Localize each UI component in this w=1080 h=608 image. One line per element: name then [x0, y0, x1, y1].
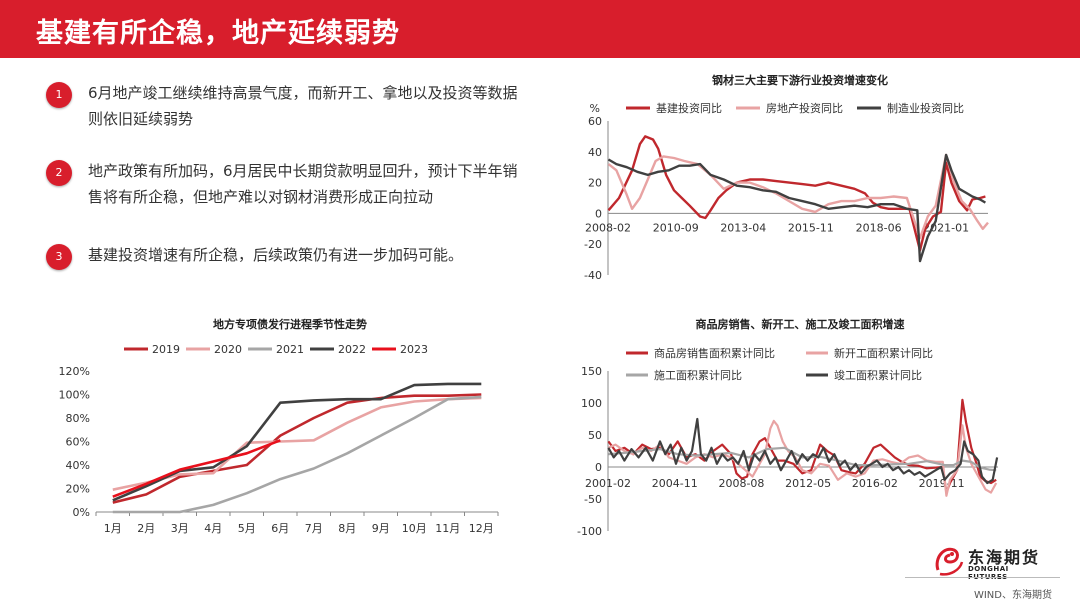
y-tick-label: -50 [584, 493, 602, 506]
x-tick-label: 2015-11 [788, 221, 834, 234]
x-tick-label: 10月 [402, 522, 427, 535]
x-tick-label: 7月 [305, 522, 323, 535]
x-tick-label: 2012-05 [785, 477, 831, 490]
legend-label: 2023 [400, 343, 428, 356]
y-tick-label: 60% [66, 436, 90, 449]
y-tick-label: 100% [59, 389, 90, 402]
header-bar: 基建有所企稳，地产延续弱势 [0, 0, 1080, 58]
bullet-number: 2 [46, 160, 72, 186]
x-tick-label: 2001-02 [585, 477, 631, 490]
x-tick-label: 2016-02 [852, 477, 898, 490]
legend-label: 制造业投资同比 [887, 101, 964, 115]
series-line-4 [607, 417, 999, 485]
y-tick-label: 80% [66, 412, 90, 425]
y-tick-label: 60 [588, 115, 602, 128]
chart-title-housing-area: 商品房销售、新开工、施工及竣工面积增速 [695, 318, 905, 331]
y-tick-label: 50 [588, 429, 602, 442]
legend-label: 施工面积累计同比 [654, 369, 742, 382]
bullet-number: 1 [46, 82, 72, 108]
logo-cn-text: 东海期货 [968, 548, 1041, 567]
x-tick-label: 9月 [372, 522, 390, 535]
y-tick-label: 40% [66, 459, 90, 472]
source-note: WIND、东海期货 [973, 590, 1052, 601]
x-tick-label: 12月 [469, 522, 494, 535]
legend-label: 2022 [338, 343, 366, 356]
series-line-2 [607, 419, 998, 497]
x-tick-label: 2008-08 [718, 477, 764, 490]
chart-steel-invest: 基建投资同比 房地产投资同比 制造业投资同比% -40 -20 0 20 40 60 2008-0… [584, 101, 989, 282]
bullet-text: 基建投资增速有所企稳，后续政策仍有进一步加码可能。 [88, 246, 464, 264]
series-line-5 [112, 439, 281, 498]
x-tick-label: 2004-11 [652, 477, 698, 490]
footer-divider [905, 577, 1060, 578]
x-tick-label: 4月 [204, 522, 222, 535]
y-tick-label: -40 [584, 269, 602, 282]
x-tick-label: 6月 [271, 522, 289, 535]
x-tick-label: 1月 [104, 522, 122, 535]
x-tick-label: 2019-11 [919, 477, 965, 490]
x-tick-label: 2008-02 [585, 221, 631, 234]
y-tick-label: 120% [59, 365, 90, 378]
y-tick-label: 20 [588, 177, 602, 190]
bullet-text: 6月地产竣工继续维持高景气度，而新开工、拿地以及投资等数据则依旧延续弱势 [88, 84, 518, 128]
x-tick-label: 2010-09 [653, 221, 699, 234]
series-line-2 [112, 396, 482, 491]
chart-title-steel-invest: 钢材三大主要下游行业投资增速变化 [712, 74, 888, 87]
x-tick-label: 3月 [171, 522, 189, 535]
y-tick-label: 150 [581, 365, 602, 378]
x-tick-label: 2013-04 [720, 221, 766, 234]
y-axis-unit: % [590, 102, 600, 115]
y-tick-label: 20% [66, 483, 90, 496]
x-tick-label: 2月 [137, 522, 155, 535]
y-tick-label: -20 [584, 238, 602, 251]
y-tick-label: 0% [73, 506, 90, 519]
logo-en-text: DONGHAI FUTURES [968, 565, 1009, 581]
y-tick-label: -100 [577, 525, 602, 538]
legend-label: 竣工面积累计同比 [834, 368, 922, 382]
x-tick-label: 8月 [338, 522, 356, 535]
company-logo: 东海期货 DONGHAI FUTURES [930, 540, 1050, 581]
page-title: 基建有所企稳，地产延续弱势 [36, 18, 400, 49]
legend-label: 基建投资同比 [656, 101, 722, 115]
series-line-3 [112, 395, 482, 514]
bullet-number: 3 [46, 244, 72, 270]
legend-label: 2021 [276, 343, 304, 356]
y-tick-label: 100 [581, 397, 602, 410]
legend-label: 房地产投资同比 [766, 101, 843, 115]
bullet-text: 地产政策有所加码，6月居民中长期贷款明显回升，预计下半年销售将有所企稳，但地产难… [88, 162, 518, 206]
legend-label: 2020 [214, 343, 242, 356]
y-tick-label: 40 [588, 146, 602, 159]
y-tick-label: 0 [595, 461, 602, 474]
series-line-3 [607, 153, 987, 263]
y-tick-label: 0 [595, 207, 602, 220]
dragon-logo-icon [935, 547, 964, 576]
series-line-1 [112, 393, 482, 504]
chart-bond-progress: 2019 2020 2021 2022 2023 0% 20% 40% 60% 80% 100% 12… [59, 343, 499, 535]
x-tick-label: 11月 [435, 522, 460, 535]
chart-title-bond-progress: 地方专项债发行进程季节性走势 [213, 318, 367, 331]
legend-label: 商品房销售面积累计同比 [654, 346, 775, 360]
legend-label: 新开工面积累计同比 [834, 346, 933, 360]
x-tick-label: 5月 [238, 522, 256, 535]
series-line-1 [607, 135, 986, 252]
legend-label: 2019 [152, 343, 180, 356]
x-tick-label: 2018-06 [856, 221, 902, 234]
